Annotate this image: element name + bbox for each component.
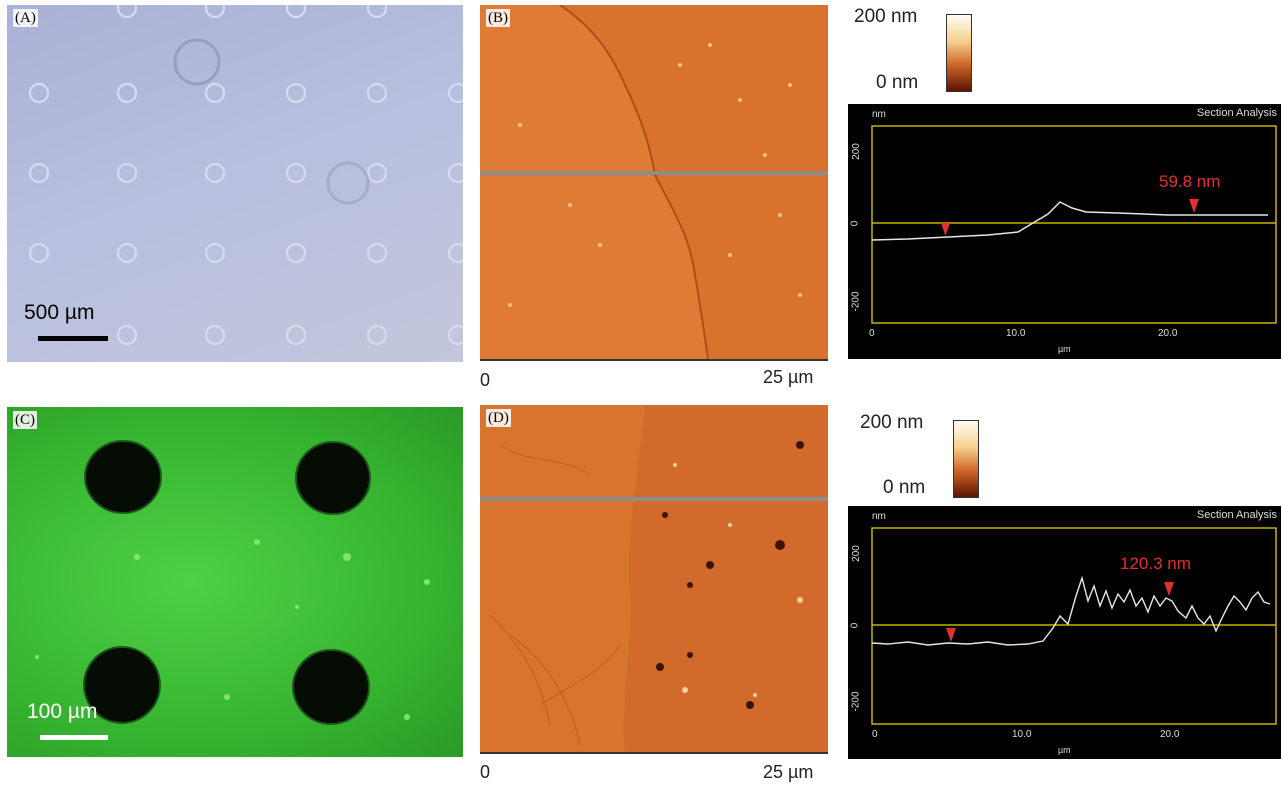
top-x-tick-10: 10.0 (1006, 328, 1026, 339)
panel-d-section-line (480, 497, 828, 501)
bottom-y-tick-200: 200 (850, 545, 862, 562)
top-x-unit: µm (1058, 344, 1071, 354)
bottom-colorbar-max-label: 200 nm (860, 412, 924, 433)
panel-a-pattern (28, 5, 463, 346)
panel-b-section-line (480, 171, 828, 175)
top-colorbar-min-label: 0 nm (876, 72, 919, 93)
panel-a-scale-bar (38, 336, 108, 341)
panel-b-axis-start: 0 (480, 370, 491, 390)
top-y-tick-200: 200 (850, 143, 862, 160)
bottom-section-title: Section Analysis (1196, 509, 1277, 521)
panel-b-axis-end: 25 µm (763, 367, 814, 387)
panel-c-scale-bar (40, 735, 108, 740)
bottom-colorbar-min-label: 0 nm (883, 477, 926, 498)
panel-d-afm-image: (D) (480, 405, 828, 753)
top-section-unit: nm (872, 109, 886, 120)
panel-c-holes (35, 440, 430, 725)
panel-d-axis-line (480, 752, 828, 754)
panel-b-boundary (480, 5, 802, 360)
top-section-annotation: 59.8 nm (1159, 172, 1221, 191)
bottom-x-tick-10: 10.0 (1012, 729, 1032, 740)
bottom-section-plot (871, 527, 1277, 725)
panel-a-label: (A) (13, 9, 38, 27)
panel-c-fluorescence-image: (C) 100 µm (7, 407, 463, 757)
bottom-y-tick-0: 0 (849, 622, 861, 629)
panel-a-scale-text: 500 µm (24, 301, 95, 324)
top-section-analysis: nm Section Analysis 59.8 nm 200 0 -200 0… (848, 104, 1281, 359)
panel-c-scale-text: 100 µm (27, 700, 98, 723)
top-x-tick-20: 20.0 (1158, 328, 1178, 339)
top-y-tick-0: 0 (849, 220, 861, 227)
bottom-y-tick-neg200: -200 (850, 691, 862, 712)
panel-d-texture (480, 405, 804, 753)
panel-b-afm-image: (B) (480, 5, 828, 360)
panel-a-optical-image: (A) 500 µm (7, 5, 463, 362)
top-y-tick-neg200: -200 (850, 291, 862, 312)
top-colorbar-max-label: 200 nm (854, 6, 918, 27)
panel-c-label: (C) (13, 411, 37, 429)
top-x-tick-0: 0 (869, 328, 875, 339)
panel-d-axis-end: 25 µm (763, 762, 814, 782)
bottom-x-tick-20: 20.0 (1160, 729, 1180, 740)
bottom-colorbar (953, 420, 979, 498)
panel-d-label: (D) (486, 409, 511, 427)
bottom-x-unit: µm (1058, 745, 1071, 755)
panel-b-label: (B) (486, 9, 510, 27)
top-section-plot (871, 125, 1277, 324)
bottom-x-tick-0: 0 (872, 729, 878, 740)
bottom-section-analysis: nm Section Analysis 120.3 nm 200 0 -200 … (848, 506, 1281, 759)
top-colorbar (946, 14, 972, 92)
bottom-section-unit: nm (872, 511, 886, 522)
panel-b-axis-line (480, 359, 828, 361)
bottom-section-annotation: 120.3 nm (1120, 554, 1191, 573)
panel-d-axis-start: 0 (480, 762, 491, 782)
top-section-title: Section Analysis (1196, 107, 1277, 119)
